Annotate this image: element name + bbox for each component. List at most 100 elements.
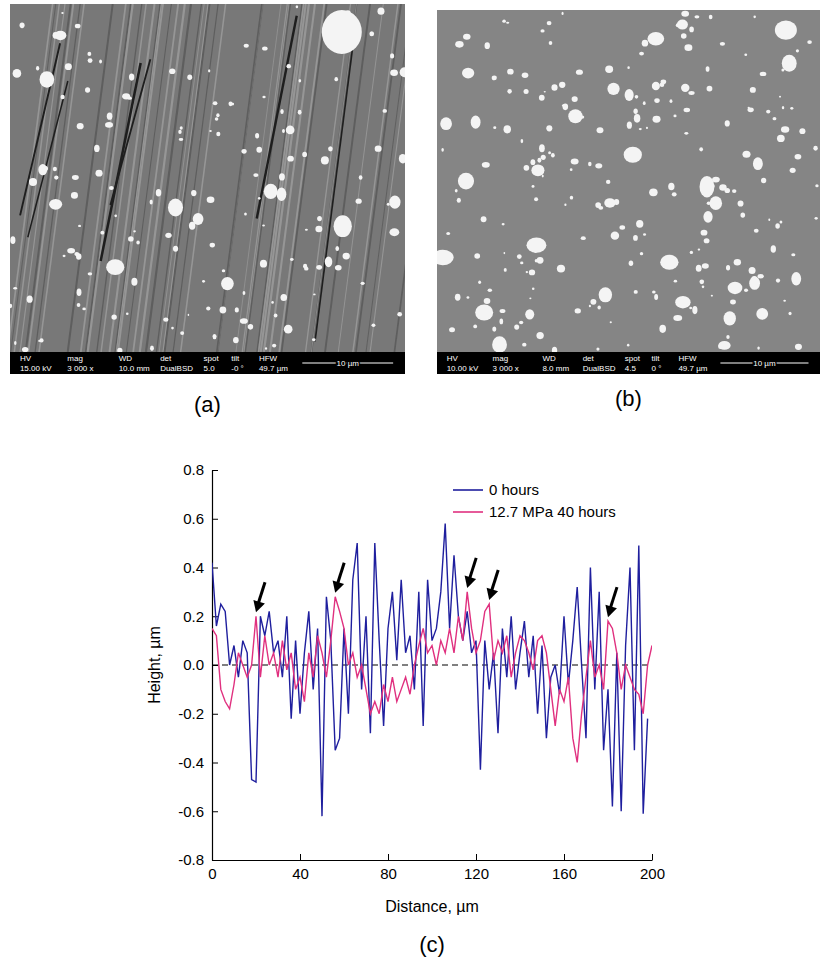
micrograph-ground xyxy=(437,10,820,352)
particle xyxy=(449,327,455,332)
particle xyxy=(522,343,526,347)
y-tick: -0.4 xyxy=(178,754,218,771)
polish-scratch xyxy=(68,4,113,352)
info-value: 10.00 kV xyxy=(447,364,479,373)
polish-scratch xyxy=(11,4,56,352)
x-tick-mark xyxy=(652,854,653,860)
particle xyxy=(215,117,219,120)
x-tick-mark xyxy=(476,854,477,860)
particle xyxy=(40,71,55,88)
particle xyxy=(67,248,75,253)
y-axis-title: Height, µm xyxy=(146,626,163,704)
polish-scratch xyxy=(264,4,309,352)
particle xyxy=(654,294,658,300)
panel-label: (b) xyxy=(615,386,642,411)
chart: 04080120160200-0.8-0.6-0.4-0.20.00.20.40… xyxy=(146,461,665,957)
particle xyxy=(521,139,524,143)
y-tick-mark xyxy=(212,714,218,715)
y-tick-label: -0.2 xyxy=(178,705,204,722)
arrow-head xyxy=(605,605,616,617)
particle xyxy=(303,264,307,269)
particle xyxy=(178,130,181,134)
particle xyxy=(440,117,452,130)
particle xyxy=(677,20,688,30)
particle xyxy=(520,262,523,265)
particle xyxy=(389,228,399,236)
particle xyxy=(305,229,308,231)
particle xyxy=(484,298,491,304)
polish-scratch xyxy=(28,4,73,352)
particle xyxy=(744,288,748,292)
particle xyxy=(642,40,648,47)
particle xyxy=(457,198,461,203)
particle xyxy=(738,200,744,206)
micrograph-ground xyxy=(10,4,405,352)
particle xyxy=(206,307,210,311)
particle xyxy=(606,180,610,184)
particle xyxy=(49,199,62,210)
micrograph-texture xyxy=(10,4,405,353)
particle xyxy=(791,272,801,285)
particle xyxy=(60,95,64,99)
particle xyxy=(280,109,283,114)
particle xyxy=(390,69,398,76)
arrow xyxy=(605,587,617,617)
particle xyxy=(725,188,730,193)
particle xyxy=(636,220,643,228)
particle xyxy=(27,296,33,303)
y-tick-label: 0.2 xyxy=(183,608,204,625)
particle xyxy=(789,312,792,315)
particle xyxy=(233,337,239,343)
x-tick: 120 xyxy=(464,854,489,882)
particle xyxy=(317,216,322,221)
info-value: 4.5 xyxy=(625,364,637,373)
particle xyxy=(643,233,646,235)
particle xyxy=(570,168,573,171)
particle xyxy=(262,225,265,227)
info-header: spot xyxy=(204,354,220,363)
particle xyxy=(747,107,753,112)
info-bar-ground xyxy=(10,352,405,374)
particle xyxy=(400,67,405,77)
particle xyxy=(551,84,557,90)
particle xyxy=(649,188,657,196)
particle xyxy=(757,346,759,349)
particle xyxy=(575,308,581,313)
particle xyxy=(20,23,25,29)
particle xyxy=(673,315,682,321)
polish-scratch xyxy=(118,4,163,352)
arrow xyxy=(253,582,265,612)
arrow-shaft xyxy=(610,587,617,609)
x-tick: 80 xyxy=(380,854,397,882)
particle xyxy=(783,300,786,302)
particle xyxy=(781,126,789,132)
particle xyxy=(514,325,519,330)
particle xyxy=(568,109,582,123)
particle xyxy=(576,70,583,75)
particle xyxy=(262,96,265,98)
particle xyxy=(87,52,91,56)
particle xyxy=(220,306,227,313)
arrow xyxy=(333,563,345,593)
x-tick-mark xyxy=(564,854,565,860)
particle xyxy=(675,296,690,309)
info-value: 15.00 kV xyxy=(20,364,52,373)
arrow-shaft xyxy=(337,563,344,585)
particle xyxy=(77,288,82,296)
particle xyxy=(571,158,579,164)
particle xyxy=(782,55,797,72)
particle xyxy=(232,103,234,106)
particle xyxy=(180,126,183,129)
particle xyxy=(492,75,497,80)
particle xyxy=(165,233,171,238)
polish-scratch xyxy=(10,4,53,352)
particle xyxy=(187,75,192,80)
particle xyxy=(488,288,492,292)
particle xyxy=(532,288,535,291)
particle xyxy=(272,344,276,348)
y-tick-label: 0.4 xyxy=(183,559,204,576)
polish-scratch xyxy=(270,4,315,352)
x-axis: 04080120160200 xyxy=(208,854,665,882)
particle xyxy=(500,309,506,313)
particle xyxy=(791,253,795,256)
